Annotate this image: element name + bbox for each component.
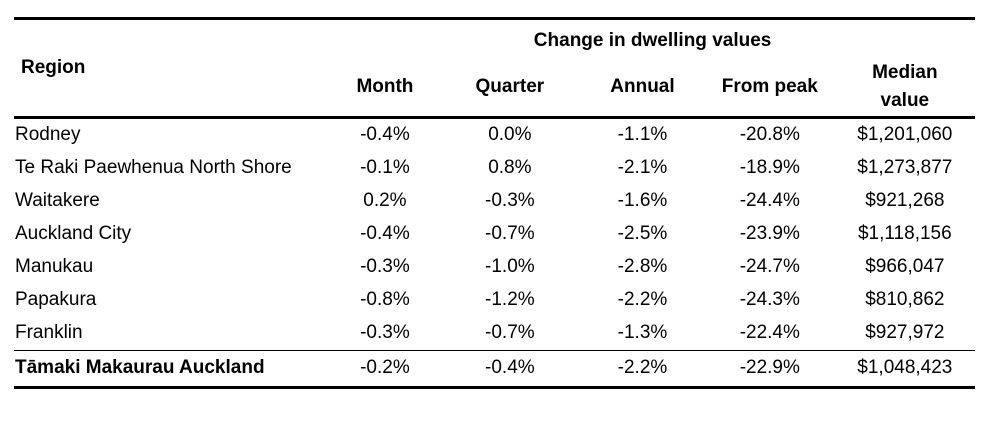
annual-cell: -2.2% [617,357,668,378]
quarter-cell: -1.2% [485,289,535,310]
from-peak-cell: -22.9% [739,357,800,378]
dwelling-values-table-container: Region Change in dwelling values Month Q… [14,17,975,389]
median-value-cell: $1,048,423 [857,357,953,378]
month-cell: -0.3% [360,322,410,343]
table-row-manukau: Manukau -0.3% -1.0% -2.8% -24.7% $966,04… [14,251,975,284]
median-value-cell: $1,118,156 [857,223,952,244]
annual-cell: -1.1% [617,124,668,145]
region-cell: Papakura [15,289,97,310]
median-value-cell: $927,972 [865,322,945,343]
annual-cell: -1.6% [617,190,668,211]
from-peak-cell: -23.9% [739,223,800,244]
quarter-cell: -0.4% [485,357,535,378]
column-header-region: Region [21,57,86,78]
table-row-auckland-city: Auckland City -0.4% -0.7% -2.5% -23.9% $… [14,218,975,251]
table-row-te-raki-paewhenua-north-shore: Te Raki Paewhenua North Shore -0.1% 0.8%… [14,152,975,185]
group-header-change-in-dwelling-values: Change in dwelling values [533,29,772,51]
from-peak-cell: -24.7% [739,256,800,277]
table-row-franklin: Franklin -0.3% -0.7% -1.3% -22.4% $927,9… [14,317,975,351]
sub-header-row: Month Quarter Annual From peak Median val… [14,57,975,118]
dwelling-values-table: Region Change in dwelling values Month Q… [14,17,975,389]
from-peak-cell: -24.4% [739,190,800,211]
month-cell: -0.3% [360,256,410,277]
median-value-cell: $1,273,877 [857,157,953,178]
group-header-row: Region Change in dwelling values [14,19,975,79]
month-cell: -0.4% [360,124,410,145]
from-peak-cell: -18.9% [739,157,800,178]
median-value-cell: $1,201,060 [857,124,953,145]
from-peak-cell: -22.4% [739,322,800,343]
region-cell: Franklin [15,322,83,343]
median-value-cell: $921,268 [865,190,945,211]
region-cell: Te Raki Paewhenua North Shore [15,157,292,178]
median-header-line2: value [880,89,930,111]
month-cell: -0.1% [360,157,410,178]
quarter-cell: 0.8% [488,157,532,178]
annual-cell: -2.2% [617,289,668,310]
median-value-cell: $810,862 [865,289,945,310]
month-cell: -0.8% [360,289,410,310]
quarter-cell: 0.0% [488,124,532,145]
from-peak-cell: -24.3% [739,289,800,310]
quarter-cell: -1.0% [485,256,535,277]
column-header-annual: Annual [610,75,675,97]
quarter-cell: -0.3% [485,190,535,211]
month-cell: -0.4% [360,223,410,244]
table-body: Rodney -0.4% 0.0% -1.1% -20.8% $1,201,06… [14,118,975,388]
quarter-cell: -0.7% [485,223,535,244]
region-cell: Waitakere [15,190,100,211]
table-row-papakura: Papakura -0.8% -1.2% -2.2% -24.3% $810,8… [14,284,975,317]
region-cell: Rodney [15,124,81,145]
quarter-cell: -0.7% [485,322,535,343]
annual-cell: -2.8% [617,256,668,277]
table-row-waitakere: Waitakere 0.2% -0.3% -1.6% -24.4% $921,2… [14,185,975,218]
region-cell: Auckland City [15,223,132,244]
median-header-line1: Median [872,61,938,83]
table-header: Region Change in dwelling values Month Q… [14,19,975,118]
table-row-tamaki-makaurau-auckland-total: Tāmaki Makaurau Auckland -0.2% -0.4% -2.… [14,350,975,388]
from-peak-cell: -20.8% [739,124,800,145]
month-cell: 0.2% [363,190,407,211]
month-cell: -0.2% [360,357,410,378]
table-row-rodney: Rodney -0.4% 0.0% -1.1% -20.8% $1,201,06… [14,118,975,153]
region-cell: Manukau [15,256,94,277]
annual-cell: -1.3% [617,322,668,343]
column-header-month: Month [356,75,414,97]
annual-cell: -2.5% [617,223,668,244]
region-cell: Tāmaki Makaurau Auckland [15,357,265,378]
column-header-from-peak: From peak [721,75,818,97]
median-value-cell: $966,047 [865,256,945,277]
column-header-quarter: Quarter [475,75,545,97]
column-header-median-value: Median value [835,57,975,118]
annual-cell: -2.1% [617,157,668,178]
